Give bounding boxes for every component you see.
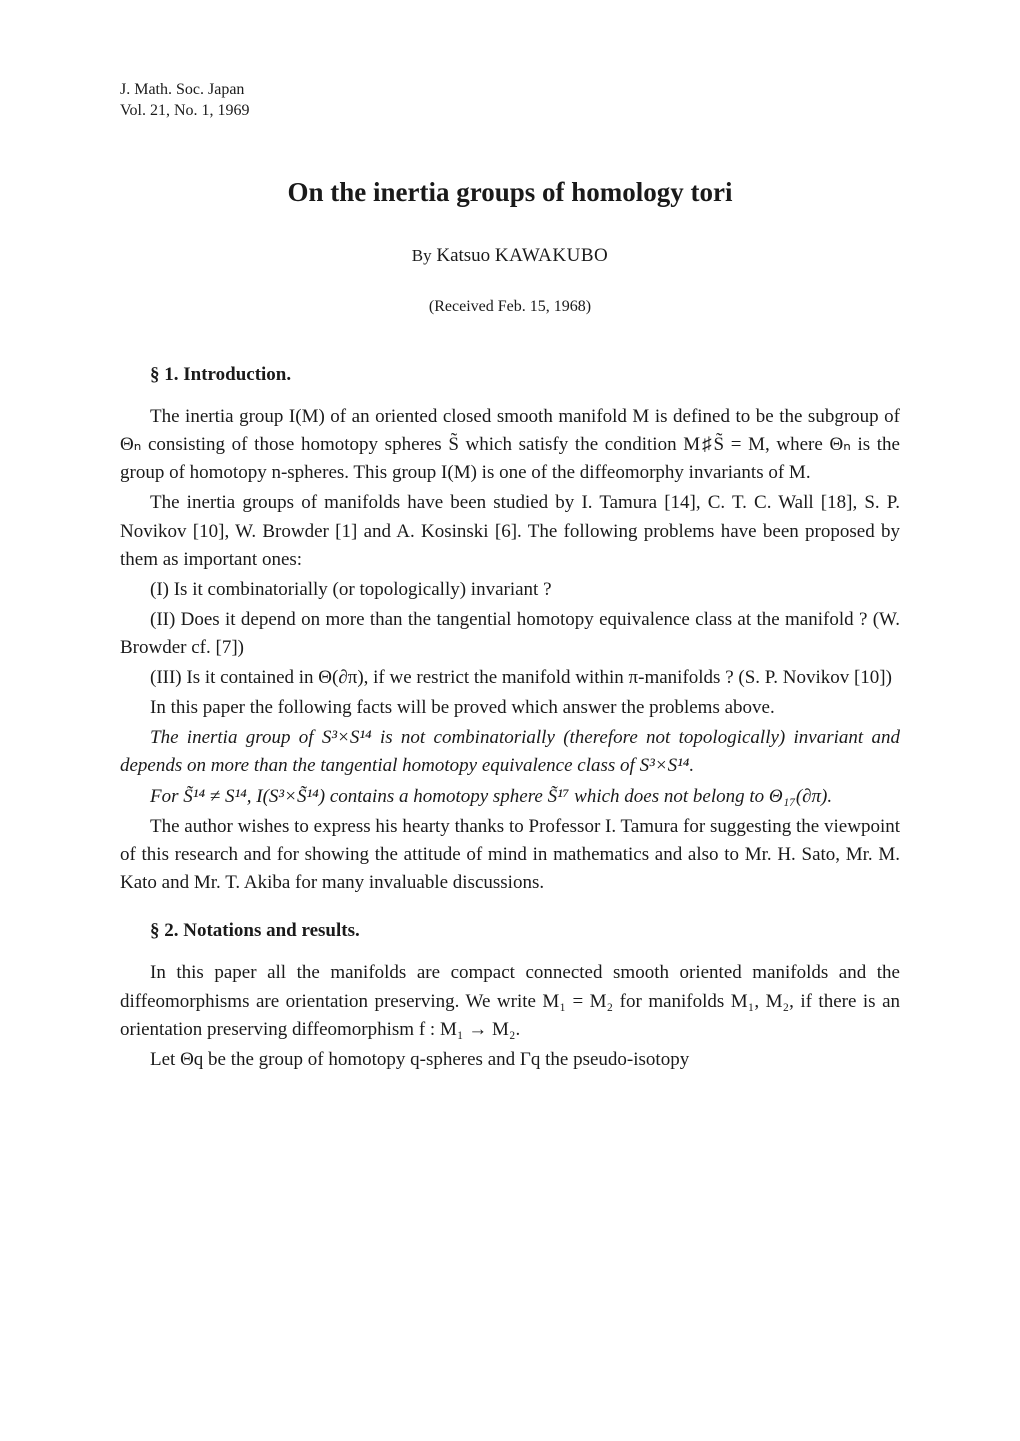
italic-statement-1: The inertia group of S³×S¹⁴ is not combi… bbox=[120, 727, 900, 776]
section-1-heading: § 1. Introduction. bbox=[120, 361, 900, 390]
section-1-para-7: The inertia group of S³×S¹⁴ is not combi… bbox=[120, 724, 900, 780]
section-1-para-6: In this paper the following facts will b… bbox=[120, 694, 900, 722]
section-1-para-2: The inertia groups of manifolds have bee… bbox=[120, 489, 900, 573]
section-1-para-1: The inertia group I(M) of an oriented cl… bbox=[120, 403, 900, 487]
section-1-para-9: The author wishes to express his hearty … bbox=[120, 813, 900, 897]
section-1-para-4: (II) Does it depend on more than the tan… bbox=[120, 606, 900, 662]
section-1-para-8: For S̃¹⁴ ≠ S¹⁴, I(S³×S̃¹⁴) contains a ho… bbox=[120, 783, 900, 811]
journal-volume: Vol. 21, No. 1, 1969 bbox=[120, 101, 900, 122]
received-date: (Received Feb. 15, 1968) bbox=[120, 295, 900, 319]
section-2-para-2: Let Θq be the group of homotopy q-sphere… bbox=[120, 1046, 900, 1074]
byline: By Katsuo KAWAKUBO bbox=[120, 242, 900, 271]
italic-statement-2: For S̃¹⁴ ≠ S¹⁴, I(S³×S̃¹⁴) contains a ho… bbox=[150, 786, 832, 807]
section-2-heading: § 2. Notations and results. bbox=[120, 917, 900, 946]
section-1-para-3: (I) Is it combinatorially (or topologica… bbox=[120, 576, 900, 604]
by-label: By bbox=[412, 246, 432, 265]
author-last: KAWAKUBO bbox=[495, 245, 608, 266]
journal-info: J. Math. Soc. Japan Vol. 21, No. 1, 1969 bbox=[120, 80, 900, 122]
paper-title: On the inertia groups of homology tori bbox=[120, 172, 900, 213]
author-first: Katsuo bbox=[436, 245, 490, 266]
section-2-para-1: In this paper all the manifolds are comp… bbox=[120, 959, 900, 1043]
section-1-para-5: (III) Is it contained in Θ(∂π), if we re… bbox=[120, 664, 900, 692]
journal-name: J. Math. Soc. Japan bbox=[120, 80, 900, 101]
